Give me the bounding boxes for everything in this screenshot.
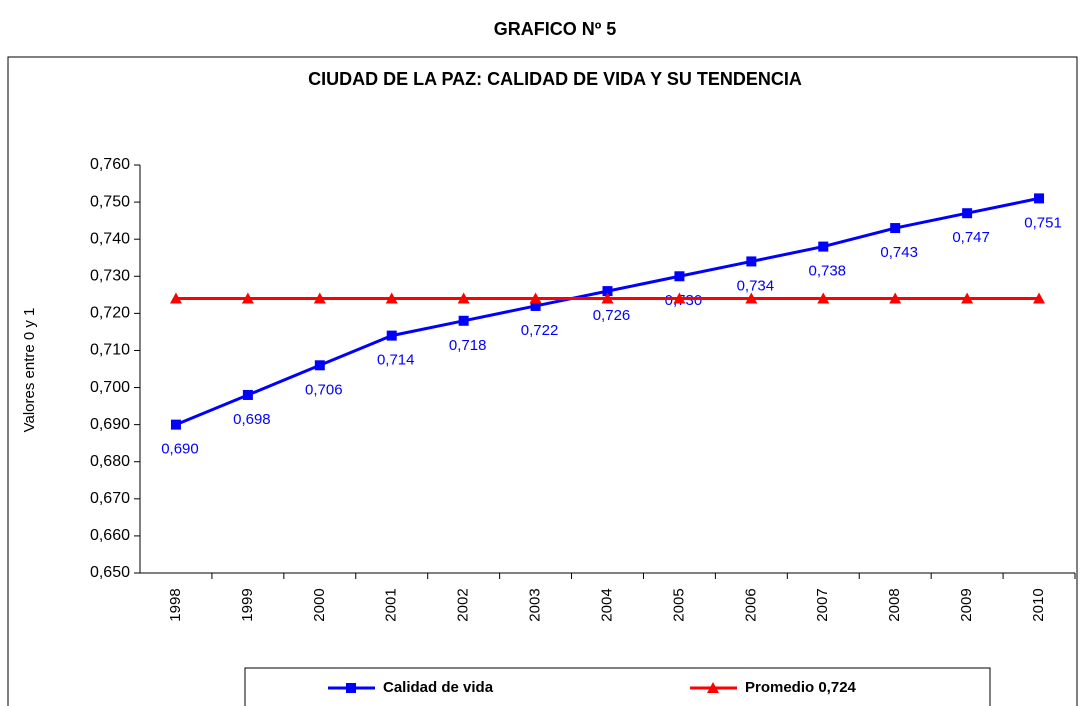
- x-tick-label: 2002: [455, 588, 472, 621]
- point: [818, 241, 829, 252]
- point: [1034, 193, 1045, 204]
- y-tick-label: 0,750: [90, 193, 130, 210]
- y-tick-label: 0,670: [90, 490, 130, 507]
- point: [458, 315, 469, 326]
- x-tick-label: 1998: [167, 588, 184, 621]
- x-tick-label: 2003: [527, 588, 544, 621]
- legend-marker: [346, 683, 356, 693]
- point: [530, 300, 541, 311]
- y-tick-label: 0,760: [90, 156, 130, 173]
- point: [961, 292, 974, 304]
- point: [745, 292, 758, 304]
- data-label: 0,734: [737, 277, 775, 294]
- supertitle: GRAFICO Nº 5: [494, 19, 617, 39]
- point: [602, 286, 613, 297]
- point: [674, 271, 685, 282]
- point: [241, 292, 254, 304]
- legend-label: Calidad de vida: [383, 679, 494, 696]
- point: [746, 256, 757, 267]
- x-tick-label: 2010: [1030, 588, 1047, 621]
- point: [529, 292, 542, 304]
- point: [313, 292, 326, 304]
- y-tick-label: 0,740: [90, 230, 130, 247]
- y-tick-label: 0,720: [90, 305, 130, 322]
- y-axis-label: Valores entre 0 y 1: [21, 308, 38, 433]
- data-label: 0,718: [449, 337, 487, 354]
- point: [314, 360, 325, 371]
- x-tick-label: 2000: [311, 588, 328, 621]
- data-label: 0,726: [593, 307, 631, 324]
- data-label: 0,698: [233, 411, 271, 428]
- x-tick-label: 2004: [598, 588, 615, 621]
- point: [1033, 292, 1046, 304]
- y-tick-label: 0,650: [90, 564, 130, 581]
- data-label: 0,738: [808, 263, 846, 280]
- x-tick-label: 2005: [670, 588, 687, 621]
- x-tick-label: 2007: [814, 588, 831, 621]
- point: [817, 292, 830, 304]
- y-tick-label: 0,730: [90, 267, 130, 284]
- data-label: 0,714: [377, 352, 415, 369]
- data-label: 0,690: [161, 441, 199, 458]
- point: [601, 292, 614, 304]
- y-tick-label: 0,680: [90, 453, 130, 470]
- y-tick-label: 0,710: [90, 342, 130, 359]
- legend-label: Promedio 0,724: [745, 679, 857, 696]
- data-label: 0,722: [521, 322, 559, 339]
- x-tick-label: 1999: [239, 588, 256, 621]
- y-tick-label: 0,660: [90, 527, 130, 544]
- data-label: 0,706: [305, 381, 343, 398]
- y-tick-label: 0,700: [90, 379, 130, 396]
- data-label: 0,743: [880, 244, 918, 261]
- x-tick-label: 2001: [383, 588, 400, 621]
- point: [169, 292, 182, 304]
- y-tick-label: 0,690: [90, 416, 130, 433]
- legend-marker: [707, 682, 719, 693]
- x-tick-label: 2006: [742, 588, 759, 621]
- point: [170, 419, 181, 430]
- point: [962, 208, 973, 219]
- data-label: 0,747: [952, 229, 990, 246]
- point: [890, 223, 901, 234]
- x-tick-label: 2009: [958, 588, 975, 621]
- x-tick-label: 2008: [886, 588, 903, 621]
- point: [457, 292, 470, 304]
- chart-title: CIUDAD DE LA PAZ: CALIDAD DE VIDA Y SU T…: [308, 69, 802, 89]
- chart-frame: [7, 56, 1078, 706]
- data-label: 0,751: [1024, 214, 1062, 231]
- point: [242, 389, 253, 400]
- point: [673, 292, 686, 304]
- point: [385, 292, 398, 304]
- point: [386, 330, 397, 341]
- point: [889, 292, 902, 304]
